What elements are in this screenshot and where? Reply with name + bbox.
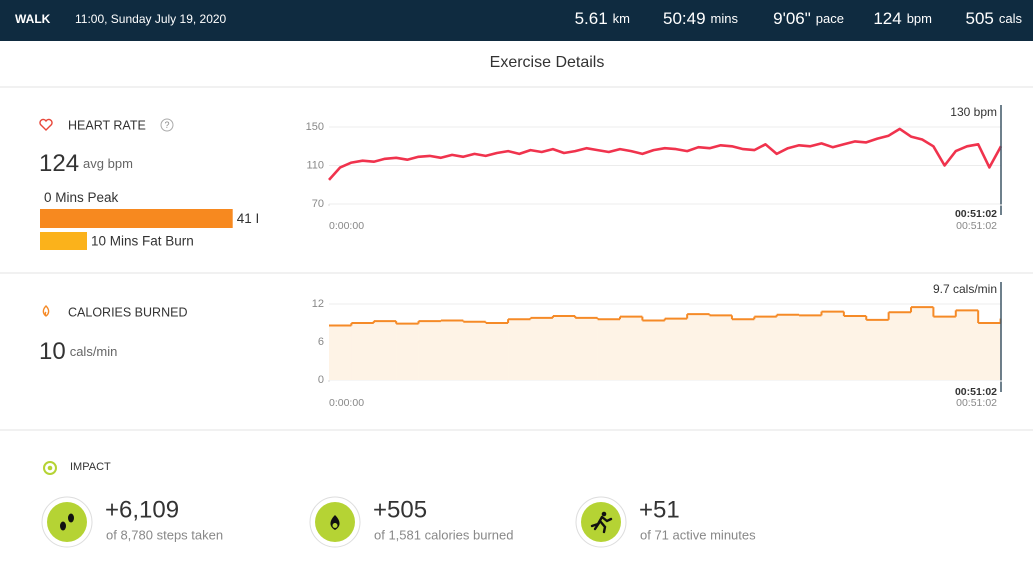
- impact-value: +505: [373, 496, 427, 523]
- area-step: [440, 320, 464, 380]
- datetime: 11:00, Sunday July 19, 2020: [75, 12, 227, 26]
- area-step: [575, 317, 598, 380]
- area-step: [329, 325, 352, 380]
- stats: 5.61 km 50:49 mins 9'06" pace 124 bpm 505 cals: [575, 9, 1023, 28]
- cursor-time: 00:51:02: [955, 386, 997, 398]
- foot-icon: [60, 521, 66, 531]
- zone-bar: [40, 232, 87, 250]
- area-step: [911, 307, 934, 380]
- area-step: [620, 316, 643, 380]
- area-step: [709, 315, 733, 380]
- impact-icons: [60, 511, 613, 534]
- impact-detail: of 71 active minutes: [640, 527, 756, 542]
- area-step: [396, 323, 419, 380]
- stat: 505 cals: [966, 9, 1023, 28]
- stat-value: 50:49: [663, 9, 706, 28]
- stat-unit: cals: [999, 11, 1023, 26]
- stat-value: 505: [966, 9, 994, 28]
- impact-icon: [43, 461, 57, 475]
- zone-bar: [40, 209, 233, 228]
- area-step: [687, 314, 710, 380]
- area-step: [955, 310, 979, 380]
- x-tick-label: 0:00:00: [329, 397, 364, 409]
- impact-label: IMPACT: [70, 461, 111, 473]
- area-step: [552, 316, 576, 380]
- area-step: [351, 323, 375, 380]
- y-tick-label: 6: [318, 336, 324, 348]
- area-step: [664, 318, 688, 380]
- area-step: [731, 319, 755, 380]
- heart-rate-label: HEART RATE: [68, 118, 146, 132]
- flame-badge-icon: [332, 523, 338, 528]
- charts: 70 110 150 130 bpm 00:51:02 0:00:00 00:51:02 0 6…: [306, 105, 1003, 409]
- stat: 50:49 mins: [663, 9, 738, 28]
- impact-value: +51: [639, 496, 680, 523]
- x-tick-label: 0:00:00: [329, 220, 364, 232]
- calories-value: 10 cals/min: [39, 338, 117, 365]
- page-title: Exercise Details: [490, 54, 605, 71]
- y-tick-label: 150: [306, 121, 324, 133]
- stat-unit: bpm: [907, 11, 932, 26]
- impact-value: +6,109: [105, 496, 179, 523]
- help-icon-mark: ?: [164, 120, 169, 130]
- area-step: [485, 323, 509, 380]
- top-bar: [0, 0, 1033, 41]
- impact-detail: of 8,780 steps taken: [106, 527, 223, 542]
- heart-rate-line: [328, 127, 1003, 181]
- stat: 9'06" pace: [773, 9, 844, 28]
- flame-icon: [42, 305, 50, 317]
- y-tick-label: 12: [312, 298, 324, 310]
- runner-icon: [601, 511, 607, 517]
- x-tick-label: 00:51:02: [956, 220, 997, 232]
- area-step: [888, 312, 912, 380]
- x-tick-label: 00:51:02: [956, 397, 997, 409]
- help-icon[interactable]: [160, 118, 174, 132]
- area-step: [821, 311, 845, 380]
- y-tick-label: 110: [306, 159, 324, 171]
- stat-value: 9'06": [773, 9, 811, 28]
- impact-detail: of 1,581 calories burned: [374, 527, 513, 542]
- stat-unit: km: [613, 11, 630, 26]
- area-step: [843, 316, 867, 380]
- zone-label: 0 Mins Peak: [44, 190, 119, 205]
- calories-label: CALORIES BURNED: [68, 305, 187, 319]
- foot-icon: [68, 513, 74, 523]
- badge: [47, 502, 87, 542]
- area-step: [866, 319, 889, 380]
- area-step: [642, 320, 666, 380]
- impact-icon: [47, 465, 53, 471]
- cursor-label: 9.7 cals/min: [933, 282, 997, 296]
- zone-label: 41 I: [237, 211, 260, 226]
- stat-unit: mins: [711, 11, 739, 26]
- area-step: [530, 317, 554, 380]
- zones: 0 Mins Peak 41 I 10 Mins Fat Burn: [40, 190, 259, 250]
- area-step: [776, 314, 800, 380]
- y-tick-label: 70: [312, 198, 324, 210]
- area-step: [799, 315, 822, 380]
- stat-value: 124: [873, 9, 901, 28]
- area-step: [508, 319, 531, 380]
- area-step: [754, 316, 778, 380]
- cursor-label: 130 bpm: [950, 105, 997, 119]
- impact: +6,109 of 8,780 steps taken +505 of 1,581 c…: [41, 496, 756, 548]
- avg-heart-rate: 124 avg bpm: [39, 150, 133, 177]
- area-step: [978, 323, 1001, 380]
- area-step: [463, 321, 486, 380]
- cursor-time: 00:51:02: [955, 208, 997, 220]
- y-tick-label: 0: [318, 374, 324, 386]
- stat: 124 bpm: [873, 9, 932, 28]
- stat-value: 5.61: [575, 9, 608, 28]
- zone-label: 10 Mins Fat Burn: [91, 234, 194, 249]
- area-step: [373, 321, 397, 380]
- runner-icon: [590, 515, 613, 534]
- area-step: [933, 316, 957, 380]
- stat: 5.61 km: [575, 9, 630, 28]
- heart-icon: [39, 118, 53, 131]
- stat-unit: pace: [816, 11, 844, 26]
- area-step: [418, 321, 442, 380]
- activity: WALK: [15, 12, 51, 26]
- area-step: [597, 319, 621, 380]
